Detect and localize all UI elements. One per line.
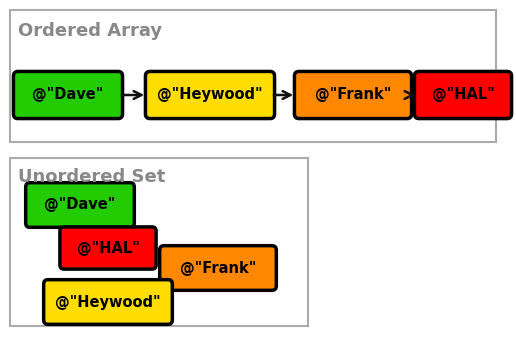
Text: @"Dave": @"Dave" xyxy=(33,88,104,103)
Text: @"HAL": @"HAL" xyxy=(431,88,494,103)
FancyBboxPatch shape xyxy=(13,71,123,119)
Text: @"Heywood": @"Heywood" xyxy=(55,294,161,310)
Text: @"Heywood": @"Heywood" xyxy=(157,88,263,103)
FancyBboxPatch shape xyxy=(146,71,275,119)
FancyBboxPatch shape xyxy=(44,280,172,324)
Bar xyxy=(10,10,496,142)
FancyBboxPatch shape xyxy=(159,246,277,290)
FancyBboxPatch shape xyxy=(26,183,134,227)
Text: @"Frank": @"Frank" xyxy=(315,88,391,103)
FancyBboxPatch shape xyxy=(295,71,412,119)
Text: @"Frank": @"Frank" xyxy=(180,261,256,276)
Text: Unordered Set: Unordered Set xyxy=(18,168,165,186)
Text: @"HAL": @"HAL" xyxy=(76,240,139,255)
FancyBboxPatch shape xyxy=(414,71,511,119)
Text: @"Dave": @"Dave" xyxy=(44,197,116,212)
FancyBboxPatch shape xyxy=(60,227,156,269)
Bar xyxy=(10,158,308,326)
Text: Ordered Array: Ordered Array xyxy=(18,22,162,40)
